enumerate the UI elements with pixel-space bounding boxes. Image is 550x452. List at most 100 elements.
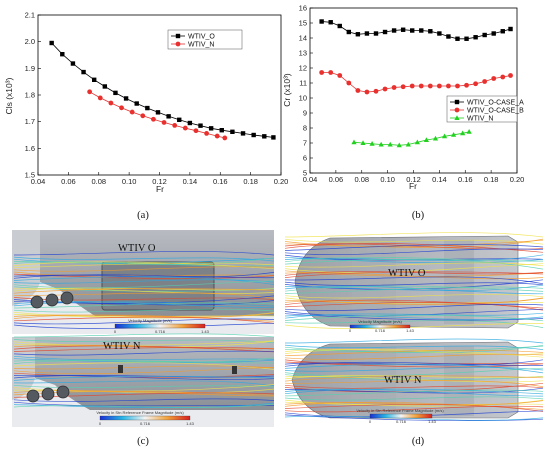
cfd-d-bottom-label: WTIV N [384,375,422,386]
cfd-streamline [13,339,275,344]
cfd-streamline [284,238,544,245]
chartB-legend-marker [454,115,460,120]
chartA-series-line-1 [89,91,225,139]
chartB-xtick-label: 0.08 [354,175,369,184]
chartB-ytick-label: 13 [299,49,307,58]
cfd-streamline [13,301,275,309]
chartA-ytick-label: 1.8 [25,91,35,100]
chartA-point-1 [193,128,199,134]
chartB-legend-label: WTIV_O-CASE_A [467,100,524,107]
chartA-point-0 [262,134,267,139]
cfd-streamline [284,303,544,311]
chartB-point-0 [319,19,324,24]
chartB-point-2 [387,141,393,147]
cfd-streamline [284,243,544,253]
chartB-ytick-label: 12 [299,64,307,73]
chartA-xtick-label: 0.16 [213,177,228,186]
chartB-point-1 [427,83,433,89]
cfd-d-bottom-image: WTIV N Velocity in Stn Reference Frame M… [283,336,544,428]
cfd-streamline [13,251,275,256]
cfd-streamline [13,384,275,388]
chartB-point-0 [508,26,513,32]
cfd-d-top-tick-1: 0.716 [375,328,386,333]
cfd-streamline [13,280,275,289]
chartA-xtick-label: 0.14 [183,177,198,186]
chartB-point-0 [482,32,487,38]
chartA-ytick-label: 2.0 [25,37,35,46]
chartB-legend-label: WTIV_O-CASE_B [467,108,524,115]
cfd-streamline [284,338,544,344]
cfd-streamline [284,389,544,397]
chartB-point-0 [464,36,469,41]
cfd-streamline [284,271,544,278]
cfd-streamline [13,340,275,346]
chartB-point-1 [482,79,488,84]
cfd-streamline [284,254,544,262]
chartB-xtick-label: 0.06 [329,175,344,184]
cfd-streamline [284,276,544,285]
chart-b-plot-frame [309,7,518,174]
chartA-point-0 [230,129,235,134]
chartB-legend-marker [454,107,460,113]
cfd-streamline [284,238,544,248]
chartB-xtick-label: 0.20 [510,175,525,184]
chartB-xtick-label: 0.10 [380,175,395,184]
chartA-xtick-label: 0.04 [31,177,46,186]
chartB-point-1 [409,83,415,89]
chartA-point-0 [102,84,108,89]
chartB-point-0 [373,31,379,36]
chartB-point-0 [419,28,424,33]
cfd-streamline [284,294,544,299]
chartA-point-1 [108,100,114,106]
cfd-c-top-image: WTIV O Velocity Magnitude (m/s) 0 0.716 … [12,230,275,334]
chartB-point-2 [378,141,384,147]
chartB-point-0 [400,27,406,32]
cfd-streamline [13,274,275,279]
cfd-streamline [284,263,544,273]
chartA-xtick-label: 0.20 [274,177,289,186]
cfd-streamline [284,388,544,397]
chartB-point-2 [414,139,420,145]
chartB-point-1 [382,86,388,92]
chartB-point-0 [391,28,397,33]
chartB-point-0 [346,29,352,35]
chartB-point-1 [364,89,370,95]
chartB-point-2 [405,141,411,147]
chartA-point-0 [187,120,193,126]
chartA-point-1 [140,113,146,119]
cfd-streamline [13,288,275,294]
chartA-legend-marker [175,33,181,39]
cfd-streamline [13,297,275,301]
cfd-c-bottom-tick-0: 0 [99,421,102,426]
chartB-point-2 [432,135,439,141]
cfd-streamline [13,350,275,356]
cfd-streamline [284,415,544,421]
chartB-point-0 [437,31,442,36]
cfd-streamline [284,286,544,294]
cfd-streamline [284,248,544,255]
chart-b-cr-vs-fr: 0.04 0.06 0.08 0.10 0.12 0.14 0.16 0.18 0.20 5 6 7… [282,4,524,192]
cfd-c-bottom-image: WTIV N Velocity in Stn Reference Frame M… [12,333,275,427]
chartB-point-1 [436,83,442,89]
chartB-point-0 [382,29,388,35]
chartB-point-1 [373,88,379,94]
chartA-ytick-label: 1.5 [25,171,35,180]
chartB-point-1 [346,80,352,86]
cfd-d-bottom-tick-0: 0 [369,419,372,424]
chartB-ytick-label: 10 [299,94,307,103]
cfd-streamline [13,318,275,325]
cfd-streamline [13,376,275,381]
chartA-legend-marker [175,41,181,47]
chartB-series-line-0 [321,21,511,40]
chartB-point-2 [441,133,448,139]
chartB-point-0 [455,36,460,41]
chartB-xtick-label: 0.12 [406,175,421,184]
chartB-point-0 [410,28,415,33]
cfd-streamline [284,400,544,406]
cfd-c-bottom-colorbar [99,415,191,421]
chartB-point-1 [418,83,424,89]
cfd-c-bottom-tick-1: 0.716 [140,421,151,426]
cfd-c-bottom-bar-title: Velocity in Stn Reference Frame Magnitud… [96,410,184,415]
chartB-point-0 [355,32,361,37]
